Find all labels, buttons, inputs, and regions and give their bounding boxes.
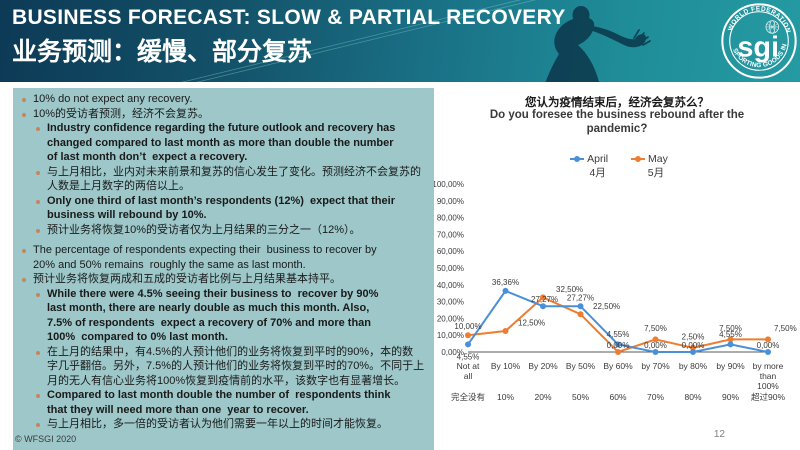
svg-text:10,00%: 10,00%	[454, 322, 481, 331]
svg-text:超过90%: 超过90%	[751, 392, 785, 402]
svg-text:30,00%: 30,00%	[437, 298, 464, 307]
svg-text:50%: 50%	[572, 392, 589, 402]
svg-text:By 60%: By 60%	[603, 361, 633, 371]
svg-text:by 70%: by 70%	[641, 361, 670, 371]
svg-text:90,00%: 90,00%	[437, 197, 464, 206]
svg-text:than: than	[760, 371, 777, 381]
svg-text:by 80%: by 80%	[679, 361, 708, 371]
svg-text:by more: by more	[753, 361, 784, 371]
svg-text:0,00%: 0,00%	[682, 341, 705, 350]
svg-text:100,00%: 100,00%	[434, 180, 464, 189]
svg-text:7,50%: 7,50%	[774, 324, 797, 333]
svg-text:70,00%: 70,00%	[437, 230, 464, 239]
svg-text:0,00%: 0,00%	[757, 341, 780, 350]
svg-text:60,00%: 60,00%	[437, 247, 464, 256]
svg-text:10,00%: 10,00%	[437, 331, 464, 340]
svg-text:WORLD FEDERATION: WORLD FEDERATION	[727, 6, 791, 34]
svg-text:by 90%: by 90%	[716, 361, 745, 371]
svg-text:70%: 70%	[647, 392, 664, 402]
svg-text:40,00%: 40,00%	[437, 281, 464, 290]
svg-text:50,00%: 50,00%	[437, 264, 464, 273]
svg-text:By 10%: By 10%	[491, 361, 521, 371]
svg-text:90%: 90%	[722, 392, 739, 402]
svg-text:0,00%: 0,00%	[644, 341, 667, 350]
svg-text:36,36%: 36,36%	[492, 278, 519, 287]
svg-text:27,27%: 27,27%	[567, 294, 594, 303]
svg-text:0,00%: 0,00%	[607, 341, 630, 350]
svg-text:27,27%: 27,27%	[531, 295, 558, 304]
svg-text:100%: 100%	[757, 381, 779, 391]
svg-text:80%: 80%	[684, 392, 701, 402]
svg-text:60%: 60%	[609, 392, 626, 402]
svg-text:10%: 10%	[497, 392, 514, 402]
svg-text:7,50%: 7,50%	[644, 324, 667, 333]
svg-text:By 50%: By 50%	[566, 361, 596, 371]
svg-text:12,50%: 12,50%	[518, 319, 545, 328]
svg-text:all: all	[464, 371, 473, 381]
svg-text:完全没有: 完全没有	[451, 392, 485, 402]
svg-text:Not at: Not at	[457, 361, 480, 371]
svg-text:4,55%: 4,55%	[719, 330, 742, 339]
svg-text:80,00%: 80,00%	[437, 214, 464, 223]
svg-text:4,55%: 4,55%	[607, 330, 630, 339]
svg-text:sgi: sgi	[737, 32, 779, 64]
svg-text:22,50%: 22,50%	[593, 302, 620, 311]
svg-text:By 20%: By 20%	[528, 361, 558, 371]
svg-text:20%: 20%	[534, 392, 551, 402]
